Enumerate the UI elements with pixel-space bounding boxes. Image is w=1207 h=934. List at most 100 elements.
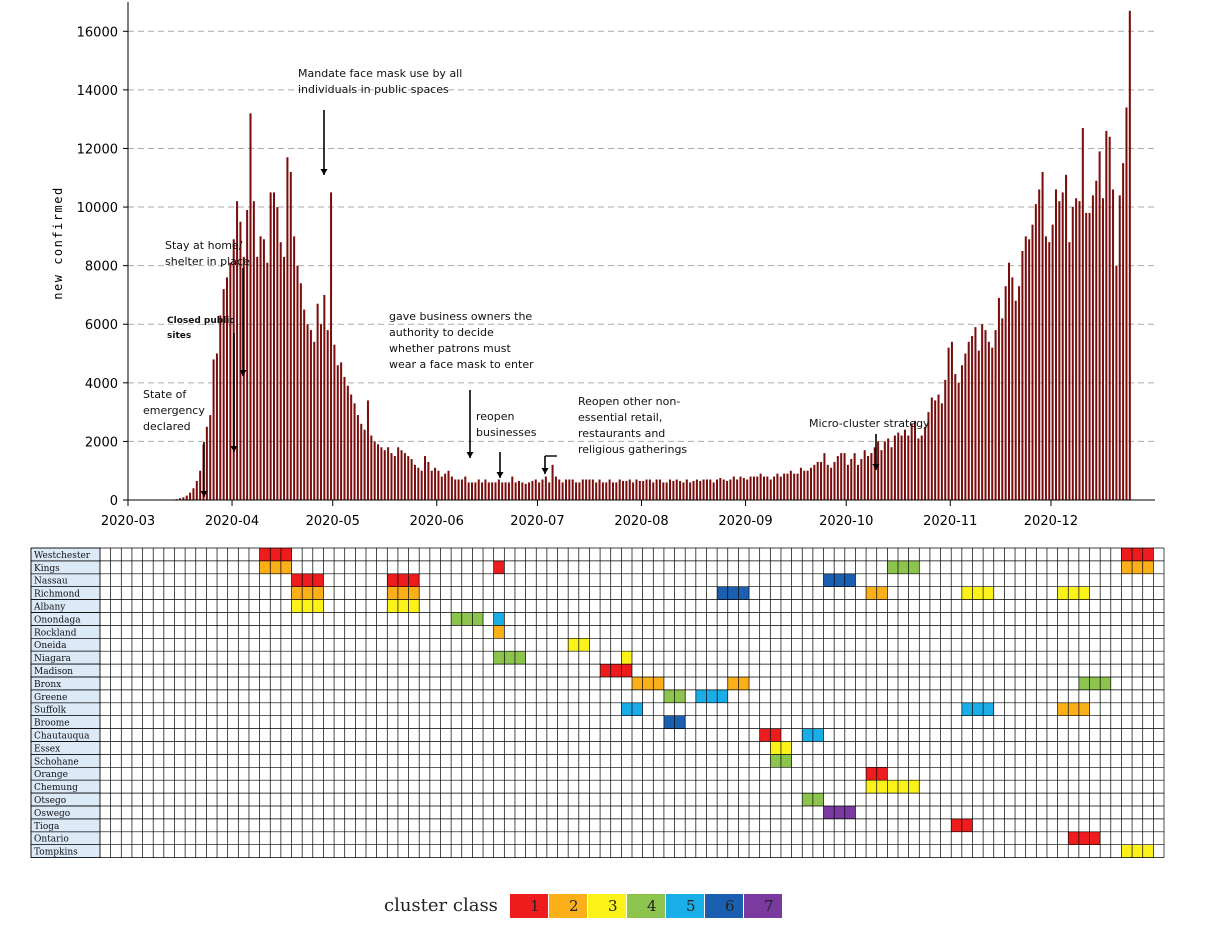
bar bbox=[991, 347, 994, 500]
bar bbox=[427, 461, 430, 500]
bar bbox=[1011, 277, 1014, 500]
bar bbox=[920, 435, 923, 500]
y-tick-label: 12000 bbox=[77, 142, 118, 157]
bar bbox=[195, 480, 198, 500]
bar bbox=[424, 456, 427, 500]
bar bbox=[903, 429, 906, 500]
bar bbox=[226, 277, 229, 500]
bar bbox=[215, 353, 218, 500]
bar bbox=[897, 432, 900, 500]
bar bbox=[464, 476, 467, 500]
bar bbox=[467, 482, 470, 500]
bar bbox=[521, 482, 524, 500]
bar bbox=[511, 476, 514, 500]
confirmed-cases-chart: 0 2000 4000 6000 8000 10000 12000 14000 16000 202… bbox=[51, 2, 1155, 529]
county-label: Tompkins bbox=[34, 848, 78, 858]
y-tick-label: 6000 bbox=[85, 318, 118, 333]
bar bbox=[450, 476, 453, 500]
bar bbox=[1085, 212, 1088, 501]
county-label: Richmond bbox=[34, 590, 80, 600]
cluster-cell bbox=[408, 586, 420, 600]
bar bbox=[548, 482, 551, 500]
bar bbox=[551, 464, 554, 500]
bar bbox=[356, 415, 359, 500]
bar bbox=[554, 476, 557, 500]
bar bbox=[944, 379, 947, 500]
bar bbox=[249, 113, 252, 500]
bar bbox=[1008, 262, 1011, 500]
legend-class-label: 6 bbox=[725, 897, 735, 915]
bar bbox=[1054, 189, 1057, 501]
county-label: Essex bbox=[34, 744, 60, 754]
bar bbox=[863, 450, 866, 500]
bar bbox=[205, 426, 208, 500]
cluster-cell bbox=[621, 651, 632, 665]
legend-class-5: 5 bbox=[666, 894, 704, 918]
bar bbox=[420, 470, 423, 500]
annotation-arrowhead bbox=[466, 452, 474, 458]
y-tick-label: 2000 bbox=[85, 435, 118, 450]
bar bbox=[726, 480, 729, 500]
bar bbox=[820, 461, 823, 500]
bar bbox=[1065, 174, 1068, 500]
x-tick-label: 2020-06 bbox=[410, 514, 464, 529]
bar bbox=[319, 324, 322, 500]
bar bbox=[192, 488, 195, 500]
cluster-cell bbox=[823, 573, 835, 587]
cluster-cell bbox=[823, 806, 835, 819]
cluster-cell bbox=[780, 754, 792, 768]
bar bbox=[843, 453, 846, 500]
bar bbox=[286, 157, 289, 500]
cluster-cell bbox=[653, 677, 664, 690]
bar bbox=[853, 453, 856, 500]
y-tick-label: 16000 bbox=[77, 25, 118, 40]
bar bbox=[870, 453, 873, 500]
bar bbox=[930, 397, 933, 500]
bar bbox=[625, 480, 628, 500]
bar bbox=[1041, 171, 1044, 500]
bar bbox=[672, 480, 675, 500]
bar bbox=[940, 403, 943, 500]
cluster-cell bbox=[866, 586, 877, 600]
bar bbox=[682, 482, 685, 500]
bar bbox=[309, 330, 312, 500]
bar bbox=[544, 476, 547, 500]
cluster-cell bbox=[844, 573, 856, 587]
bar bbox=[860, 458, 863, 500]
bar bbox=[561, 482, 564, 500]
bar bbox=[856, 464, 859, 500]
bar bbox=[783, 473, 786, 500]
county-label: Ontario bbox=[34, 835, 69, 845]
legend-class-2: 2 bbox=[549, 894, 587, 918]
bar bbox=[645, 479, 648, 500]
x-tick-label: 2020-10 bbox=[819, 514, 873, 529]
bar bbox=[652, 482, 655, 500]
bar bbox=[1088, 212, 1091, 501]
bar bbox=[346, 385, 349, 500]
bar bbox=[564, 479, 567, 500]
bar bbox=[977, 350, 980, 500]
bar bbox=[786, 473, 789, 500]
cluster-cell bbox=[387, 573, 398, 587]
bar bbox=[1004, 286, 1007, 500]
bar bbox=[568, 479, 571, 500]
legend-class-label: 3 bbox=[608, 897, 618, 915]
bar bbox=[799, 467, 802, 500]
bar bbox=[950, 341, 953, 500]
bar bbox=[222, 289, 225, 500]
cluster-cell bbox=[844, 806, 856, 819]
bar bbox=[336, 365, 339, 500]
cluster-cell bbox=[866, 767, 877, 781]
cluster-cell bbox=[1121, 548, 1133, 561]
county-label: Onondaga bbox=[34, 615, 81, 625]
bar bbox=[279, 242, 282, 500]
bar bbox=[497, 479, 500, 500]
bar bbox=[628, 479, 631, 500]
cluster-cell bbox=[951, 818, 962, 832]
bar bbox=[417, 467, 420, 500]
county-label: Orange bbox=[34, 770, 68, 780]
bar bbox=[598, 479, 601, 500]
bar bbox=[1028, 239, 1031, 500]
x-tick-label: 2020-04 bbox=[205, 514, 259, 529]
bar bbox=[816, 461, 819, 500]
